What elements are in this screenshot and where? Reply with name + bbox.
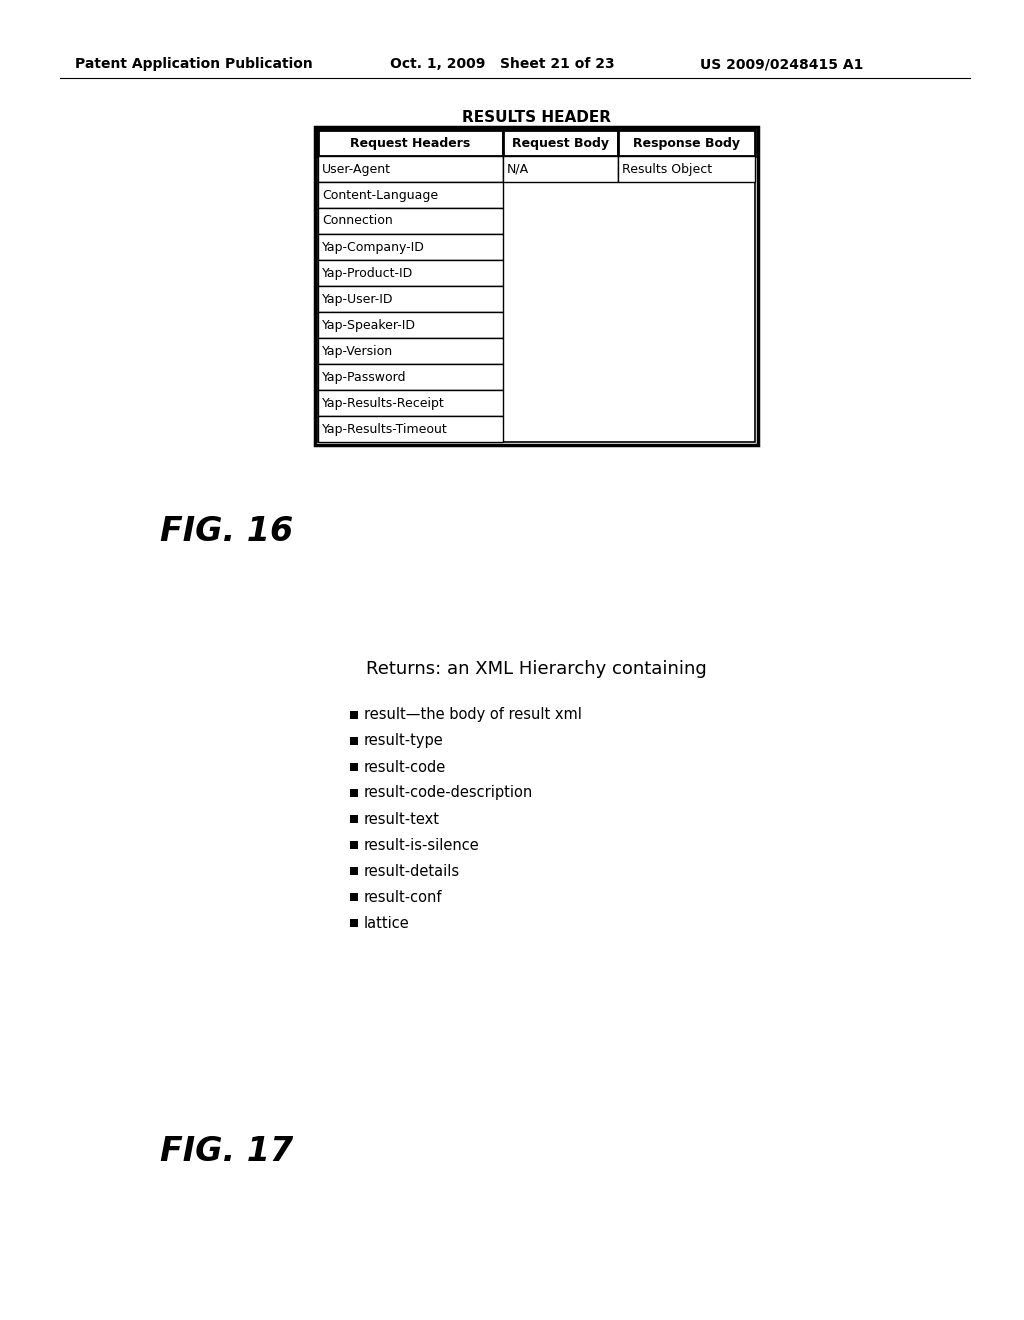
Bar bbox=[503, 129, 618, 156]
Text: result-details: result-details bbox=[364, 863, 460, 879]
Text: Yap-Password: Yap-Password bbox=[322, 371, 407, 384]
Bar bbox=[350, 867, 358, 875]
Text: Yap-User-ID: Yap-User-ID bbox=[322, 293, 393, 305]
Bar bbox=[350, 711, 358, 719]
Text: Oct. 1, 2009   Sheet 21 of 23: Oct. 1, 2009 Sheet 21 of 23 bbox=[390, 57, 614, 71]
Text: result-code: result-code bbox=[364, 759, 446, 775]
Text: result-code-description: result-code-description bbox=[364, 785, 534, 800]
Bar bbox=[350, 737, 358, 744]
Bar bbox=[350, 789, 358, 797]
Text: US 2009/0248415 A1: US 2009/0248415 A1 bbox=[700, 57, 863, 71]
Bar bbox=[350, 894, 358, 902]
Text: N/A: N/A bbox=[507, 162, 529, 176]
Bar bbox=[318, 182, 503, 209]
Bar bbox=[315, 127, 758, 445]
Bar bbox=[350, 841, 358, 849]
Bar bbox=[318, 129, 755, 442]
Text: Patent Application Publication: Patent Application Publication bbox=[75, 57, 312, 71]
Bar bbox=[350, 919, 358, 927]
Bar bbox=[318, 209, 503, 234]
Text: Yap-Company-ID: Yap-Company-ID bbox=[322, 240, 425, 253]
Bar bbox=[350, 814, 358, 822]
Bar bbox=[318, 286, 503, 312]
Text: Connection: Connection bbox=[322, 214, 393, 227]
Text: result-text: result-text bbox=[364, 812, 440, 826]
Text: result-conf: result-conf bbox=[364, 890, 442, 904]
Bar bbox=[318, 338, 503, 364]
Bar bbox=[318, 389, 503, 416]
Bar bbox=[318, 364, 503, 389]
Text: lattice: lattice bbox=[364, 916, 410, 931]
Text: FIG. 16: FIG. 16 bbox=[160, 515, 293, 548]
Text: Request Body: Request Body bbox=[512, 136, 609, 149]
Bar bbox=[618, 156, 755, 182]
Bar bbox=[318, 416, 503, 442]
Text: result-type: result-type bbox=[364, 734, 443, 748]
Bar bbox=[503, 156, 618, 182]
Text: RESULTS HEADER: RESULTS HEADER bbox=[462, 110, 611, 125]
Bar bbox=[318, 312, 503, 338]
Bar bbox=[318, 260, 503, 286]
Text: result—the body of result xml: result—the body of result xml bbox=[364, 708, 582, 722]
Text: Yap-Speaker-ID: Yap-Speaker-ID bbox=[322, 318, 416, 331]
Bar bbox=[350, 763, 358, 771]
Text: Request Headers: Request Headers bbox=[350, 136, 471, 149]
Text: User-Agent: User-Agent bbox=[322, 162, 391, 176]
Text: Yap-Results-Timeout: Yap-Results-Timeout bbox=[322, 422, 447, 436]
Bar bbox=[318, 234, 503, 260]
Text: Yap-Version: Yap-Version bbox=[322, 345, 393, 358]
Bar bbox=[618, 129, 755, 156]
Bar bbox=[318, 156, 503, 182]
Text: Content-Language: Content-Language bbox=[322, 189, 438, 202]
Bar bbox=[318, 129, 503, 156]
Text: FIG. 17: FIG. 17 bbox=[160, 1135, 293, 1168]
Text: Yap-Results-Receipt: Yap-Results-Receipt bbox=[322, 396, 444, 409]
Text: Returns: an XML Hierarchy containing: Returns: an XML Hierarchy containing bbox=[367, 660, 707, 678]
Text: result-is-silence: result-is-silence bbox=[364, 837, 480, 853]
Text: Results Object: Results Object bbox=[622, 162, 712, 176]
Text: Response Body: Response Body bbox=[633, 136, 740, 149]
Text: Yap-Product-ID: Yap-Product-ID bbox=[322, 267, 414, 280]
